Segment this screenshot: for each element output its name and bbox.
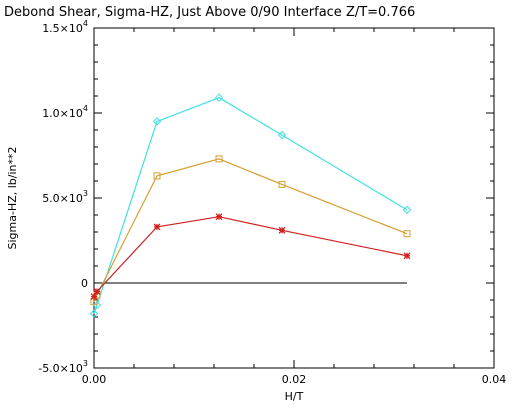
x-tick-label: 0.02 (282, 373, 307, 386)
y-tick-label: -5.0×103 (38, 359, 88, 375)
data-point-diamond (92, 300, 102, 310)
series-1 (89, 93, 412, 318)
series-3 (90, 213, 411, 301)
data-point-diamond (277, 130, 287, 140)
y-axis-label: Sigma-HZ, lb/in**2 (6, 146, 19, 249)
data-point-asterisk (90, 293, 98, 301)
data-point-diamond (214, 93, 224, 102)
data-point-asterisk (153, 223, 161, 231)
data-point-square (215, 155, 223, 163)
plot-frame (93, 27, 495, 369)
x-tick-label: 0.04 (482, 373, 507, 386)
data-point-diamond (152, 117, 162, 126)
axis-ticks: 0.00 0.02 0.04 1.5×104 1.0×104 5.0×103 0 -5.0×1… (38, 19, 506, 386)
data-point-asterisk (93, 288, 101, 295)
x-axis-label: H/T (285, 390, 304, 403)
data-point-asterisk (403, 252, 411, 260)
data-point-diamond (89, 309, 99, 318)
data-point-diamond (402, 205, 412, 215)
data-point-square (403, 230, 411, 238)
x-tick-label: 0.00 (82, 373, 107, 386)
series-group (89, 93, 412, 318)
y-tick-label: 0 (81, 277, 88, 290)
y-tick-label: 1.5×104 (42, 19, 88, 35)
y-tick-label: 1.0×104 (42, 104, 88, 120)
data-point-square (153, 172, 161, 180)
chart-title: Debond Shear, Sigma-HZ, Just Above 0/90 … (4, 5, 415, 20)
y-tick-label: 5.0×103 (42, 189, 88, 205)
series-line (93, 216, 408, 297)
data-point-asterisk (215, 213, 223, 221)
series-line (93, 97, 408, 314)
data-point-asterisk (278, 226, 286, 234)
data-point-square (278, 180, 286, 188)
series-line (93, 158, 408, 302)
